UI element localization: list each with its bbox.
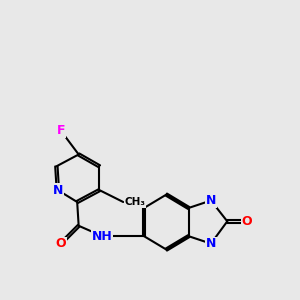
Text: NH: NH — [92, 230, 113, 243]
Text: O: O — [56, 237, 66, 250]
Text: O: O — [241, 215, 252, 228]
Text: F: F — [57, 124, 65, 137]
Text: N: N — [53, 184, 63, 196]
Text: N: N — [206, 194, 216, 207]
Text: CH₃: CH₃ — [125, 197, 146, 207]
Text: N: N — [206, 237, 216, 250]
